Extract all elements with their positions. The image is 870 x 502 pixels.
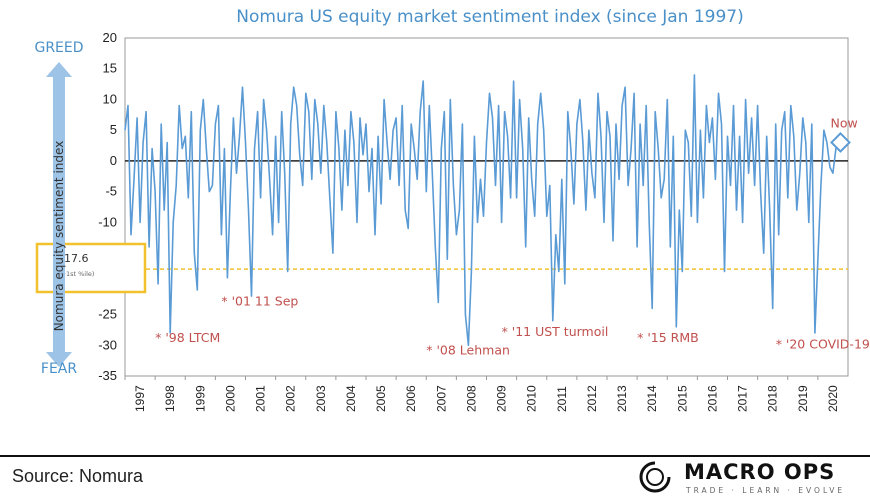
x-tick-label: 2003	[314, 385, 328, 412]
y-tick-label: 0	[110, 153, 117, 168]
x-tick-label: 2008	[464, 385, 478, 412]
x-tick-label: 2000	[223, 385, 237, 412]
threshold-value: -17.6	[60, 252, 88, 265]
event-annotations: * '98 LTCM * '01 11 Sep * '08 Lehman * '11 …	[155, 293, 870, 357]
x-tick-label: 2018	[766, 385, 780, 412]
event-annotation: * '15 RMB	[637, 330, 699, 345]
event-annotation: * '11 UST turmoil	[502, 324, 609, 339]
x-tick-label: 2013	[615, 385, 629, 412]
x-tick-label: 1997	[133, 385, 147, 412]
x-tick-label: 2002	[284, 385, 298, 412]
now-label: Now	[830, 115, 857, 130]
x-tick-label: 2011	[555, 386, 569, 412]
threshold-sublabel: (+1st %ile)	[58, 270, 94, 278]
x-tick-label: 2005	[374, 385, 388, 412]
greed-label: GREED	[34, 40, 83, 56]
x-tick-label: 2004	[344, 385, 358, 412]
sentiment-chart: Nomura US equity market sentiment index …	[34, 7, 870, 412]
y-tick-label: 20	[103, 30, 117, 45]
x-tick-label: 2019	[796, 385, 810, 412]
x-tick-label: 2010	[525, 385, 539, 412]
x-tick-label: 2016	[705, 385, 719, 412]
event-annotation: * '01 11 Sep	[221, 293, 298, 308]
y-tick-label: -25	[98, 307, 117, 322]
x-tick-label: 2015	[675, 385, 689, 412]
x-tick-label: 2001	[254, 385, 268, 412]
brand-tagline: TRADE · LEARN · EVOLVE	[686, 486, 846, 495]
x-tick-label: 2006	[404, 385, 418, 412]
event-annotation: * '98 LTCM	[155, 330, 220, 345]
y-tick-label: 10	[103, 91, 117, 106]
x-tick-label: 2012	[585, 385, 599, 412]
x-tick-label: 2017	[736, 385, 750, 412]
y-tick-label: 15	[103, 61, 117, 76]
sentiment-series-line	[124, 74, 840, 347]
footer-divider	[0, 455, 870, 457]
y-tick-label: -10	[98, 214, 117, 229]
x-tick-label: 2007	[434, 385, 448, 412]
logo-mark-icon	[639, 460, 672, 493]
x-tick-label: 2014	[645, 385, 659, 412]
x-tick-label: 2020	[826, 385, 840, 412]
x-tick-label: 1999	[193, 385, 207, 412]
event-annotation: * '08 Lehman	[426, 342, 510, 357]
source-note: Source: Nomura	[12, 466, 144, 486]
x-axis-ticks: 1997 1998 1999 2000 2001 2002 2003 2004 2005 2006…	[124, 376, 840, 412]
brand-name: MACRO OPS	[684, 460, 836, 484]
y-tick-label: -5	[105, 184, 117, 199]
greed-fear-arrow	[46, 62, 72, 367]
x-tick-label: 2009	[495, 385, 509, 412]
now-marker	[830, 132, 851, 153]
y-axis-title: Nomura equity sentiment index	[52, 141, 66, 332]
chart-title: Nomura US equity market sentiment index …	[236, 7, 743, 27]
plot-area	[124, 37, 849, 377]
x-tick-label: 1998	[163, 385, 177, 412]
y-tick-label: 5	[110, 122, 117, 137]
event-annotation: * '20 COVID-19	[776, 336, 870, 351]
y-tick-label: -30	[98, 337, 117, 352]
macro-ops-logo: MACRO OPS TRADE · LEARN · EVOLVE	[634, 458, 854, 500]
y-tick-label: -35	[98, 368, 117, 383]
fear-label: FEAR	[41, 361, 77, 377]
